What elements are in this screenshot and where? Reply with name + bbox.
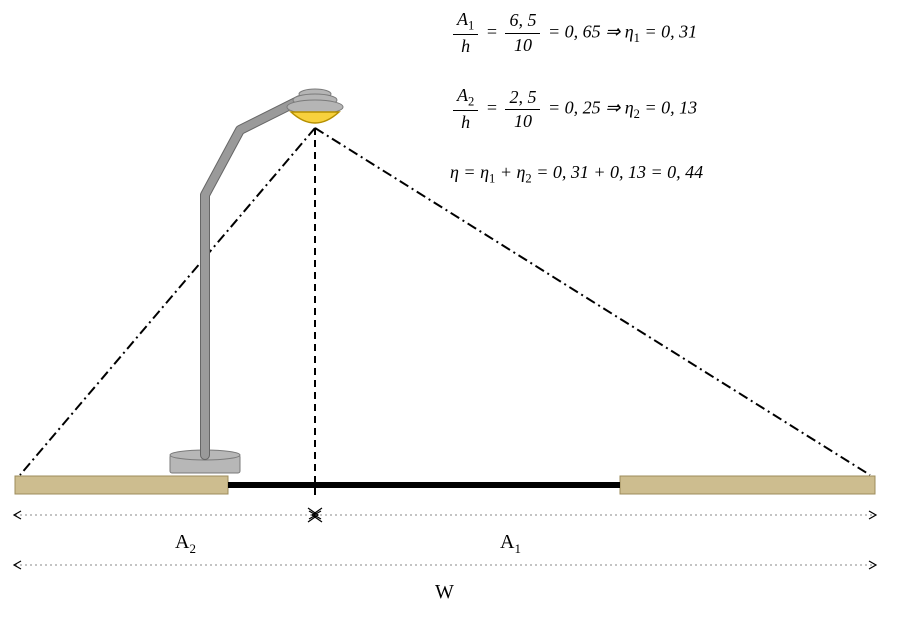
dimensions: A2 A1 W <box>15 508 875 603</box>
curb-left <box>15 476 228 494</box>
svg-text:A1: A1 <box>500 531 521 556</box>
equations-block: A1h = 6, 510 = 0, 65 ⇒ η1 = 0, 31 A2h = … <box>450 8 703 213</box>
ray-left <box>20 128 315 475</box>
lamp-head <box>287 89 343 123</box>
equation-2: A2h = 2, 510 = 0, 25 ⇒ η2 = 0, 13 <box>450 84 703 134</box>
curb-right <box>620 476 875 494</box>
equation-3: η = η1 + η2 = 0, 31 + 0, 13 = 0, 44 <box>450 161 703 187</box>
streetlight <box>170 89 343 473</box>
svg-text:W: W <box>435 581 454 603</box>
equation-1: A1h = 6, 510 = 0, 65 ⇒ η1 = 0, 31 <box>450 8 703 58</box>
pole <box>205 100 300 455</box>
svg-text:A2: A2 <box>175 531 196 556</box>
light-rays <box>20 128 870 500</box>
